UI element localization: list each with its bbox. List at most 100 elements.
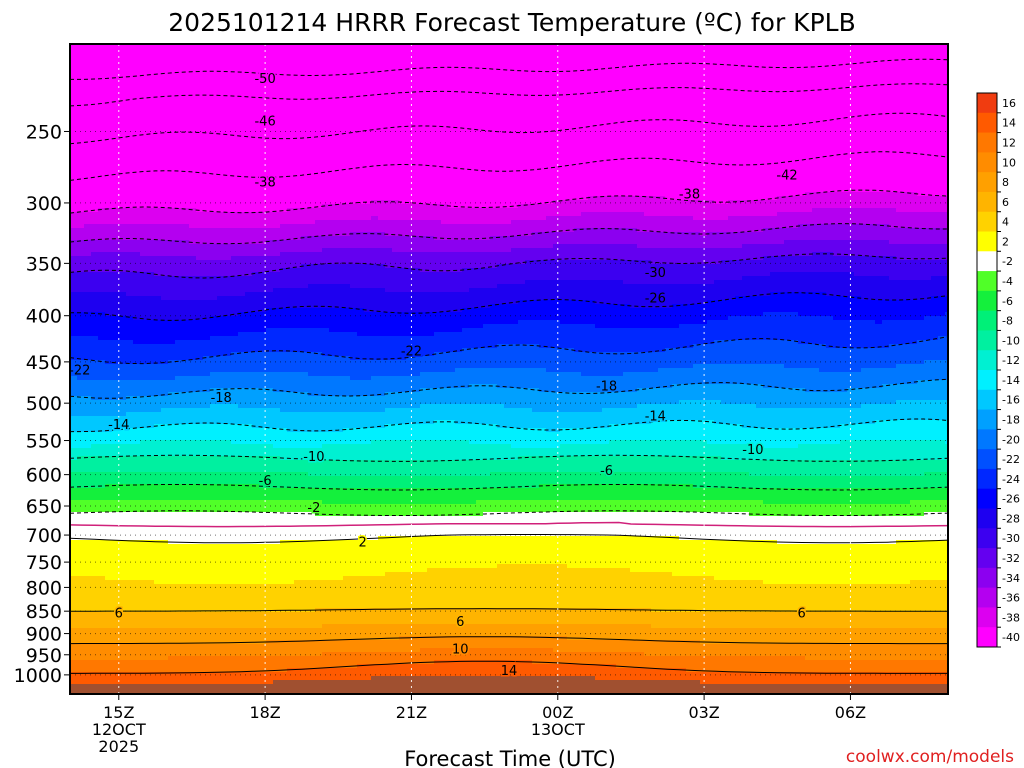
field-cell xyxy=(826,136,834,141)
field-cell xyxy=(728,152,736,157)
field-cell xyxy=(84,164,92,169)
field-cell xyxy=(777,156,785,161)
field-cell xyxy=(168,68,176,73)
field-cell xyxy=(210,52,218,57)
field-cell xyxy=(553,88,561,93)
field-cell xyxy=(665,144,673,149)
field-cell xyxy=(364,160,372,165)
field-cell xyxy=(308,100,316,105)
field-cell xyxy=(343,92,351,97)
field-cell xyxy=(868,92,876,97)
field-cell xyxy=(308,104,316,109)
field-cell xyxy=(441,132,449,137)
field-cell xyxy=(875,104,883,109)
field-cell xyxy=(385,52,393,57)
field-cell xyxy=(931,148,939,153)
field-cell xyxy=(777,140,785,145)
field-cell xyxy=(854,160,862,165)
field-cell xyxy=(553,180,561,185)
field-cell xyxy=(665,92,673,97)
field-cell xyxy=(455,116,463,121)
field-cell xyxy=(266,140,274,145)
field-cell xyxy=(910,176,918,181)
field-cell xyxy=(364,176,372,181)
field-cell xyxy=(826,128,834,133)
field-cell xyxy=(917,92,925,97)
field-cell xyxy=(721,68,729,73)
field-cell xyxy=(455,60,463,65)
field-cell xyxy=(840,128,848,133)
field-cell xyxy=(91,136,99,141)
field-cell xyxy=(896,100,904,105)
field-cell xyxy=(210,96,218,101)
field-cell xyxy=(546,76,554,81)
field-cell xyxy=(777,108,785,113)
field-cell xyxy=(672,100,680,105)
field-cell xyxy=(434,176,442,181)
field-cell xyxy=(602,104,610,109)
field-cell xyxy=(721,92,729,97)
field-cell xyxy=(434,92,442,97)
field-cell xyxy=(119,184,127,189)
field-cell xyxy=(686,96,694,101)
field-cell xyxy=(91,196,99,201)
field-cell xyxy=(784,136,792,141)
field-cell xyxy=(861,120,869,125)
field-cell xyxy=(840,196,848,201)
field-cell xyxy=(490,48,498,53)
field-cell xyxy=(938,60,946,65)
field-cell xyxy=(630,148,638,153)
field-cell xyxy=(889,112,897,117)
field-cell xyxy=(357,56,365,61)
field-cell xyxy=(938,124,946,129)
field-cell xyxy=(882,100,890,105)
field-cell xyxy=(245,120,253,125)
field-cell xyxy=(413,196,421,201)
field-cell xyxy=(385,60,393,65)
field-cell xyxy=(301,180,309,185)
field-cell xyxy=(357,84,365,89)
field-cell xyxy=(574,48,582,53)
field-cell xyxy=(714,140,722,145)
field-cell xyxy=(560,56,568,61)
field-cell xyxy=(182,200,190,205)
field-cell xyxy=(448,180,456,185)
field-cell xyxy=(742,188,750,193)
field-cell xyxy=(924,76,932,81)
field-cell xyxy=(518,116,526,121)
field-cell xyxy=(875,76,883,81)
field-cell xyxy=(518,96,526,101)
field-cell xyxy=(700,52,708,57)
field-cell xyxy=(791,76,799,81)
field-cell xyxy=(378,132,386,137)
field-cell xyxy=(357,192,365,197)
field-cell xyxy=(364,180,372,185)
field-cell xyxy=(455,188,463,193)
field-cell xyxy=(574,136,582,141)
field-cell xyxy=(448,188,456,193)
field-cell xyxy=(560,156,568,161)
field-cell xyxy=(693,136,701,141)
field-cell xyxy=(756,112,764,117)
field-cell xyxy=(714,80,722,85)
field-cell xyxy=(560,64,568,69)
field-cell xyxy=(763,156,771,161)
field-cell xyxy=(224,76,232,81)
field-cell xyxy=(539,80,547,85)
field-cell xyxy=(224,108,232,113)
field-cell xyxy=(392,184,400,189)
field-cell xyxy=(245,80,253,85)
field-cell xyxy=(742,80,750,85)
field-cell xyxy=(721,140,729,145)
field-cell xyxy=(147,88,155,93)
field-cell xyxy=(763,152,771,157)
field-cell xyxy=(714,168,722,173)
field-cell xyxy=(280,168,288,173)
field-cell xyxy=(77,200,85,205)
field-cell xyxy=(434,180,442,185)
field-cell xyxy=(441,168,449,173)
field-cell xyxy=(707,72,715,77)
field-cell xyxy=(154,84,162,89)
field-cell xyxy=(854,68,862,73)
field-cell xyxy=(476,164,484,169)
